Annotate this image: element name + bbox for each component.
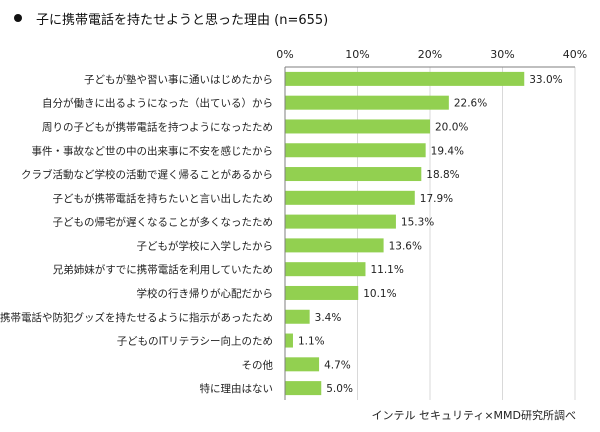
data-label: 1.1% [298,336,325,348]
category-label: クラブ活動など学校の活動で遅く帰ることがあるから [21,168,273,181]
data-label: 19.4% [431,145,464,157]
category-label: 携帯電話や防犯グッズを持たせるように指示があったため [0,311,273,324]
data-label: 5.0% [326,383,353,395]
category-label: 特に理由はない [200,382,274,395]
data-label: 3.4% [315,312,342,324]
data-label: 17.9% [420,193,453,205]
category-label: 子どもの帰宅が遅くなることが多くなったため [53,216,274,229]
category-label: 子どもが学校に入学したから [137,239,274,252]
category-label: 周りの子どもが携帯電話を持つようになったため [42,120,273,133]
bar [285,143,426,158]
bar [285,167,422,182]
bar [285,71,525,86]
category-label: 子どもが携帯電話を持ちたいと言い出したため [53,192,274,205]
chart-title-row: 子に携帯電話を持たせようと思った理由 (n=655) [14,8,328,28]
category-label: 事件・事故など世の中の出来事に不安を感じたから [32,144,274,157]
category-label: 子どもが塾や習い事に通いはじめたから [84,73,273,86]
category-label: 兄弟姉妹がすでに携帯電話を利用していたため [53,263,273,276]
x-tick-label: 10% [345,48,369,61]
data-label: 15.3% [401,217,434,229]
source-credit: インテル セキュリティ×MMD研究所調べ [371,409,576,422]
x-tick-label: 40% [563,48,587,61]
category-label: 自分が働きに出るようになった（出ている）から [42,97,273,110]
bar [285,190,415,205]
data-label: 10.1% [363,288,396,300]
bar [285,119,430,134]
data-label: 33.0% [529,74,562,86]
bar [285,238,384,253]
data-label: 20.0% [435,121,468,133]
data-label: 11.1% [370,264,403,276]
bar [285,214,396,229]
data-label: 22.6% [454,98,487,110]
chart-title: 子に携帯電話を持たせようと思った理由 (n=655) [36,12,329,28]
bar [285,333,293,348]
x-tick-label: 0% [276,48,293,61]
bar [285,285,359,300]
data-label: 13.6% [389,240,422,252]
bar [285,357,320,372]
x-tick-label: 30% [490,48,514,61]
bar [285,95,449,110]
bar [285,262,366,277]
bar [285,381,322,396]
category-label: その他 [242,358,274,371]
x-tick-label: 20% [418,48,442,61]
data-label: 4.7% [324,359,351,371]
bar [285,309,310,324]
category-label: 学校の行き帰りが心配だから [137,287,274,300]
bullet-icon [14,14,22,22]
category-label: 子どものITリテラシー向上のため [117,335,273,348]
data-label: 18.8% [426,169,459,181]
